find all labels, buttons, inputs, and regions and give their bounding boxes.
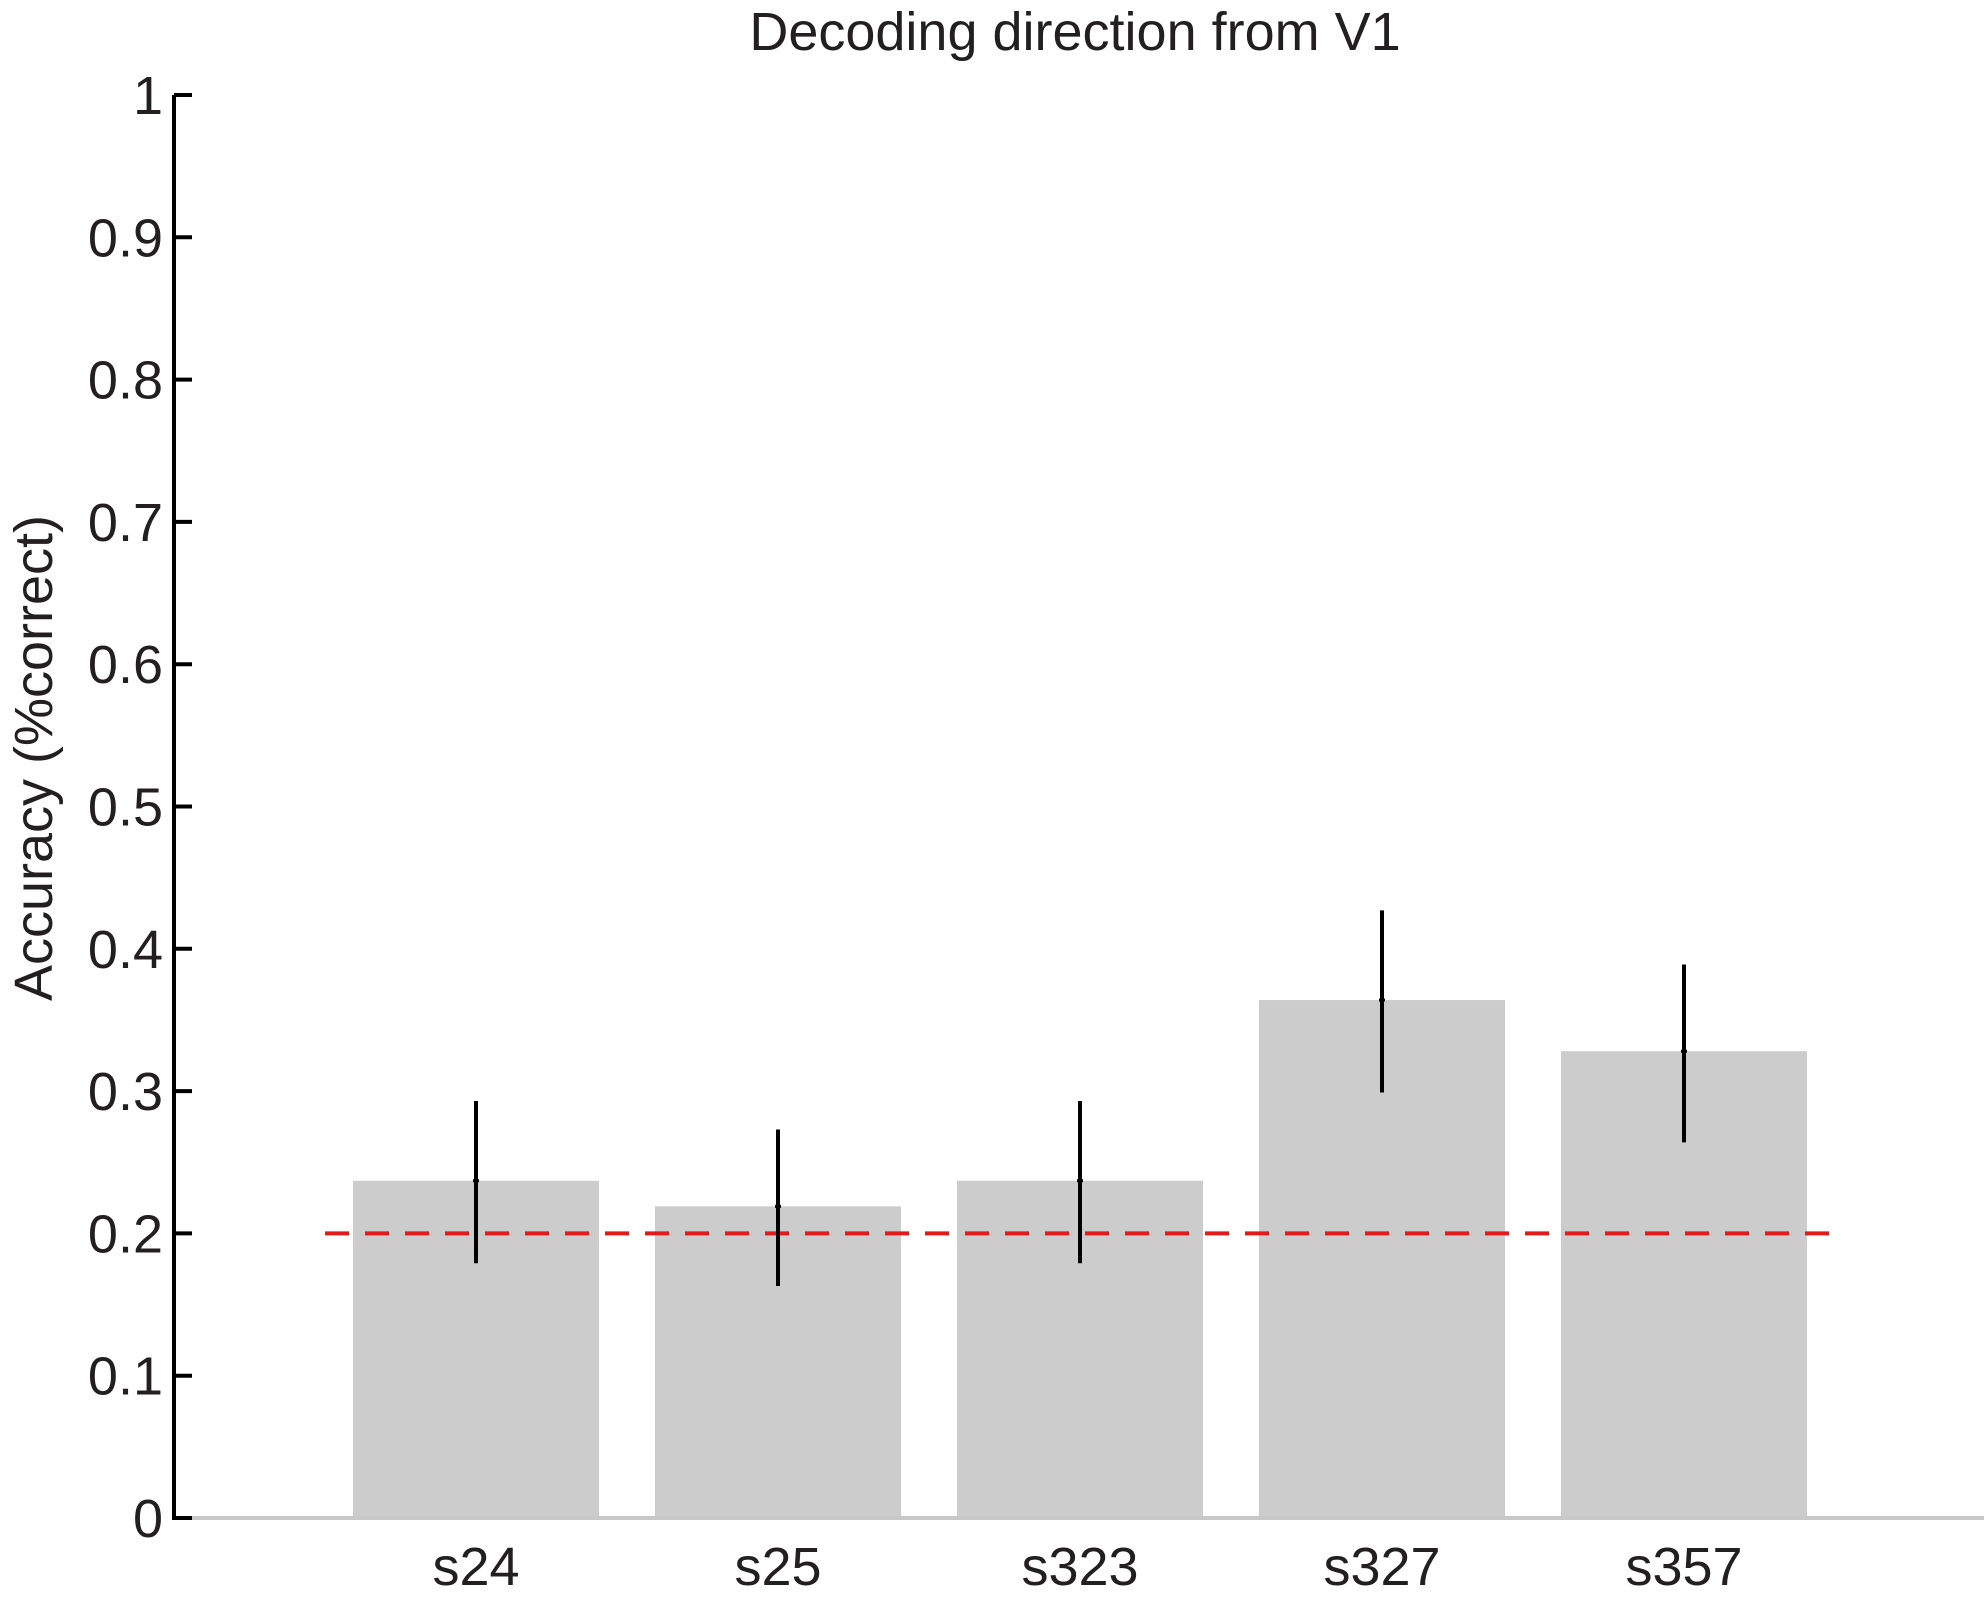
x-tick-label-s24: s24 (432, 1537, 519, 1597)
y-tick-label-0.2: 0.2 (88, 1204, 163, 1264)
x-tick-label-s25: s25 (734, 1537, 821, 1597)
y-tick-label-0.8: 0.8 (88, 351, 163, 411)
y-tick-label-0: 0 (133, 1489, 163, 1549)
y-tick-label-0.9: 0.9 (88, 208, 163, 268)
y-tick-label-0.1: 0.1 (88, 1347, 163, 1407)
y-tick-label-1: 1 (133, 66, 163, 126)
x-tick-label-s357: s357 (1625, 1537, 1742, 1597)
y-tick-label-0.7: 0.7 (88, 493, 163, 553)
y-tick-label-0.6: 0.6 (88, 635, 163, 695)
y-tick-label-0.5: 0.5 (88, 778, 163, 838)
x-tick-label-s323: s323 (1021, 1537, 1138, 1597)
y-tick-label-0.3: 0.3 (88, 1062, 163, 1122)
y-axis-label: Accuracy (%correct) (4, 515, 64, 1001)
x-tick-label-s327: s327 (1323, 1537, 1440, 1597)
chart-title: Decoding direction from V1 (749, 2, 1400, 62)
y-tick-label-0.4: 0.4 (88, 920, 163, 980)
